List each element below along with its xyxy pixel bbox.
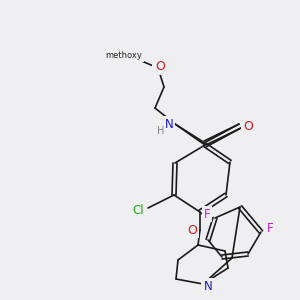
Text: N: N — [165, 118, 173, 131]
Text: Cl: Cl — [132, 205, 144, 218]
Text: O: O — [243, 121, 253, 134]
Text: O: O — [154, 61, 164, 74]
Text: Cl: Cl — [132, 205, 144, 218]
Text: H: H — [157, 125, 165, 135]
Text: methoxy: methoxy — [106, 52, 142, 61]
Text: N: N — [204, 280, 212, 292]
Text: O: O — [243, 121, 253, 134]
Text: F: F — [267, 221, 273, 235]
Text: H: H — [157, 126, 165, 136]
Text: O: O — [187, 224, 197, 236]
Text: N: N — [202, 280, 211, 292]
Text: O: O — [155, 59, 165, 73]
Text: O: O — [187, 224, 197, 236]
Text: F: F — [204, 208, 210, 220]
Text: N: N — [164, 118, 172, 130]
